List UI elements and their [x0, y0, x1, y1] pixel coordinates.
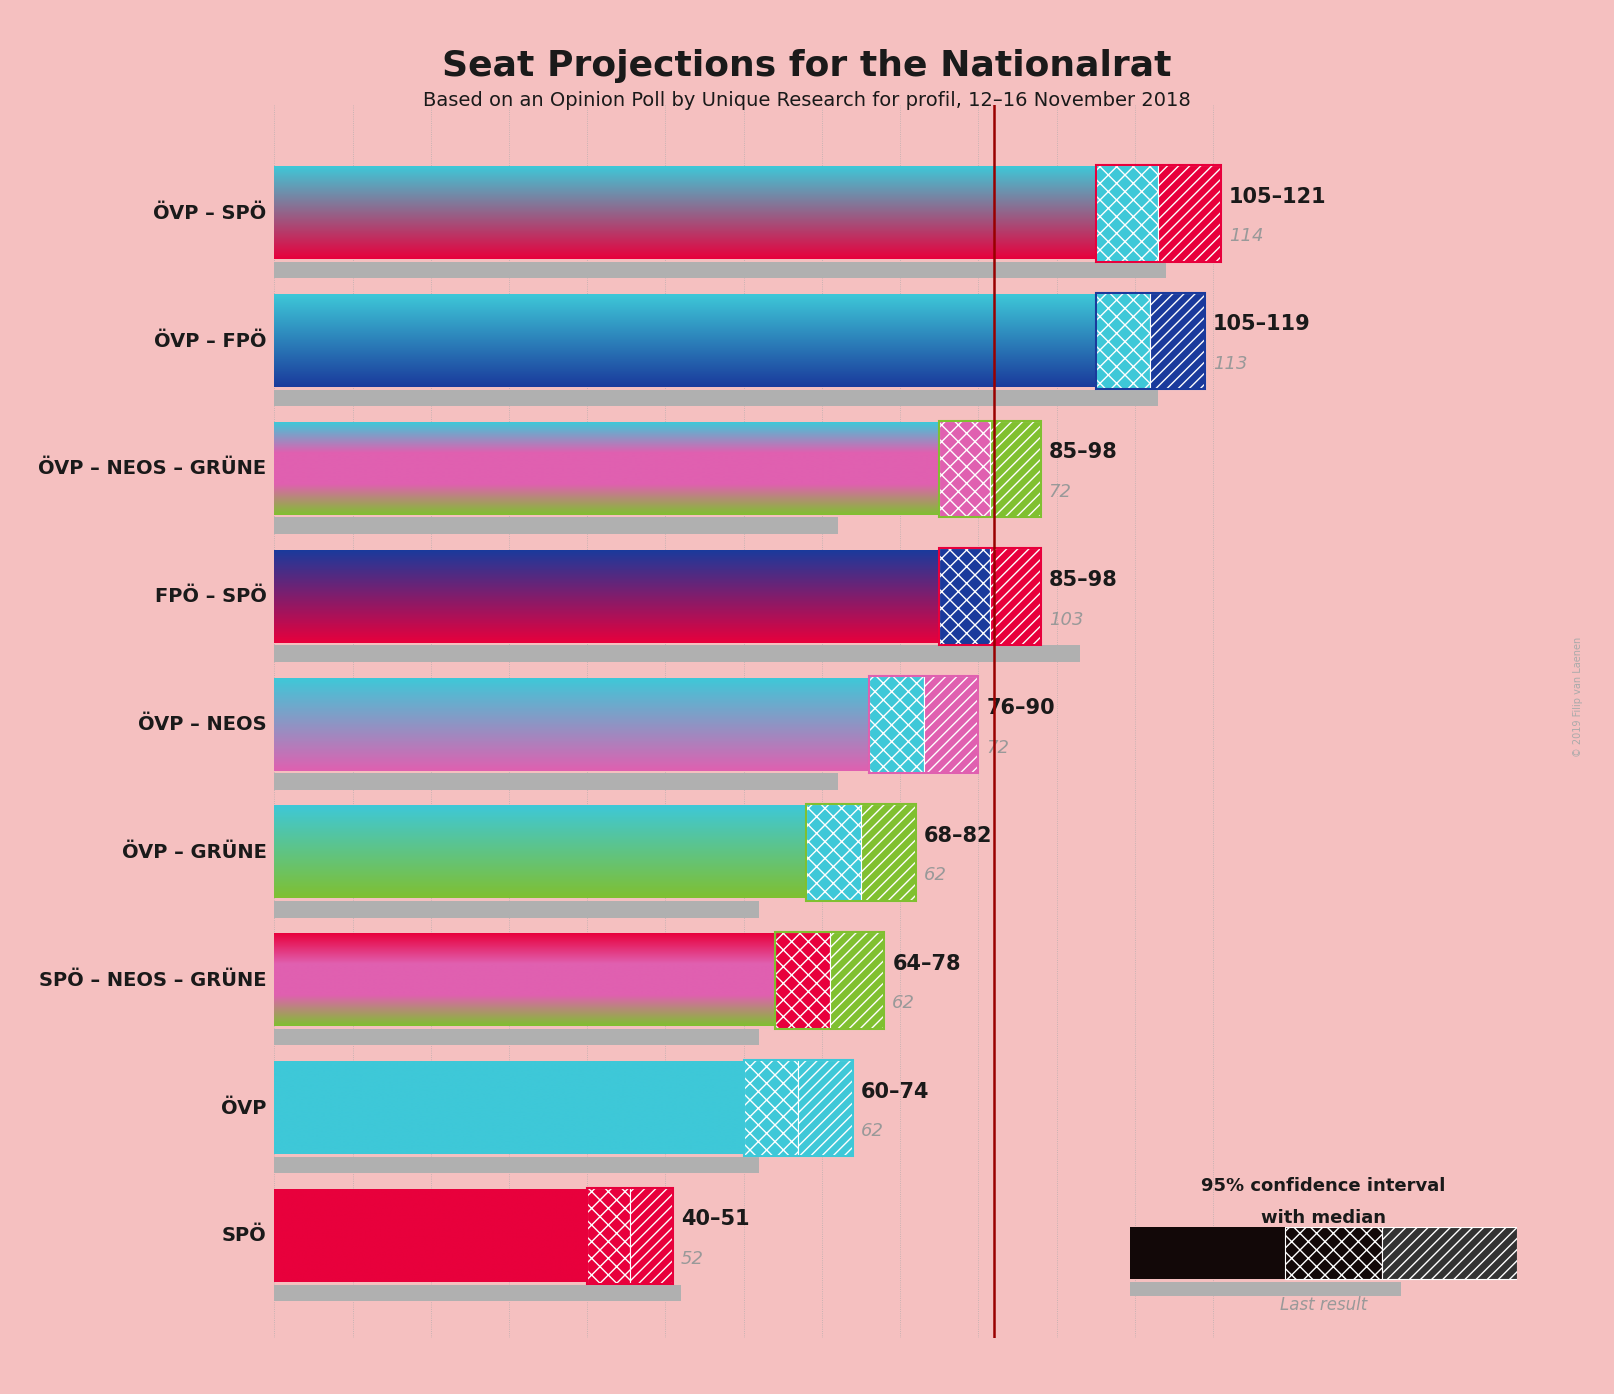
Bar	[1130, 1282, 1401, 1296]
Text: 113: 113	[1214, 355, 1248, 374]
Text: Seat Projections for the Nationalrat: Seat Projections for the Nationalrat	[442, 49, 1172, 82]
Bar	[868, 676, 978, 772]
Bar	[587, 1188, 673, 1284]
Bar	[274, 390, 1159, 406]
Bar	[1159, 164, 1220, 262]
Text: ÖVP – FPÖ: ÖVP – FPÖ	[153, 332, 266, 350]
Text: 105–121: 105–121	[1228, 187, 1327, 206]
Bar	[989, 421, 1041, 517]
Bar	[744, 1059, 799, 1157]
Bar	[1096, 293, 1206, 389]
Text: ÖVP – GRÜNE: ÖVP – GRÜNE	[121, 843, 266, 861]
Text: 68–82: 68–82	[923, 825, 993, 846]
Text: SPÖ: SPÖ	[221, 1227, 266, 1245]
Bar	[775, 933, 884, 1029]
Bar	[1382, 1227, 1517, 1280]
Bar	[939, 421, 989, 517]
Bar	[274, 774, 838, 790]
Text: 103: 103	[1049, 611, 1083, 629]
Bar	[1096, 164, 1220, 262]
Bar	[274, 645, 1080, 662]
Bar	[923, 676, 978, 772]
Bar	[1151, 293, 1206, 389]
Bar	[807, 804, 915, 901]
Bar	[830, 933, 884, 1029]
Text: ÖVP – NEOS – GRÜNE: ÖVP – NEOS – GRÜNE	[39, 460, 266, 478]
Text: 40–51: 40–51	[681, 1210, 751, 1230]
Text: 62: 62	[860, 1122, 884, 1140]
Text: 60–74: 60–74	[860, 1082, 930, 1101]
Text: 76–90: 76–90	[986, 698, 1056, 718]
Text: 105–119: 105–119	[1214, 315, 1311, 335]
Text: ÖVP – SPÖ: ÖVP – SPÖ	[153, 204, 266, 223]
Bar	[274, 1284, 681, 1301]
Bar	[1130, 1227, 1285, 1280]
Text: © 2019 Filip van Laenen: © 2019 Filip van Laenen	[1574, 637, 1583, 757]
Bar	[274, 1157, 759, 1174]
Bar	[775, 933, 830, 1029]
Text: 62: 62	[923, 867, 946, 884]
Bar	[1096, 293, 1151, 389]
Text: 114: 114	[1228, 227, 1264, 245]
Bar	[989, 548, 1041, 645]
Text: 72: 72	[986, 739, 1009, 757]
Text: FPÖ – SPÖ: FPÖ – SPÖ	[155, 587, 266, 606]
Bar	[274, 901, 759, 917]
Bar	[868, 676, 923, 772]
Text: 62: 62	[893, 994, 915, 1012]
Text: 85–98: 85–98	[1049, 442, 1117, 463]
Text: ÖVP: ÖVP	[221, 1098, 266, 1118]
Bar	[274, 517, 838, 534]
Text: with median: with median	[1261, 1209, 1386, 1227]
Text: 52: 52	[681, 1250, 704, 1269]
Bar	[860, 804, 915, 901]
Bar	[744, 1059, 854, 1157]
Text: Based on an Opinion Poll by Unique Research for profil, 12–16 November 2018: Based on an Opinion Poll by Unique Resea…	[423, 91, 1191, 110]
Text: SPÖ – NEOS – GRÜNE: SPÖ – NEOS – GRÜNE	[39, 970, 266, 990]
Text: 85–98: 85–98	[1049, 570, 1117, 590]
Bar	[799, 1059, 854, 1157]
Text: Last result: Last result	[1280, 1296, 1367, 1315]
Bar	[1096, 164, 1159, 262]
Bar	[939, 548, 1041, 645]
Bar	[939, 421, 1041, 517]
Text: ÖVP – NEOS: ÖVP – NEOS	[137, 715, 266, 735]
Bar	[274, 262, 1165, 279]
Text: 72: 72	[1049, 482, 1072, 500]
Text: 64–78: 64–78	[893, 953, 960, 973]
Bar	[939, 548, 989, 645]
Bar	[1285, 1227, 1382, 1280]
Bar	[587, 1188, 629, 1284]
Bar	[274, 1029, 759, 1046]
Text: 95% confidence interval: 95% confidence interval	[1201, 1177, 1446, 1195]
Bar	[807, 804, 860, 901]
Bar	[629, 1188, 673, 1284]
